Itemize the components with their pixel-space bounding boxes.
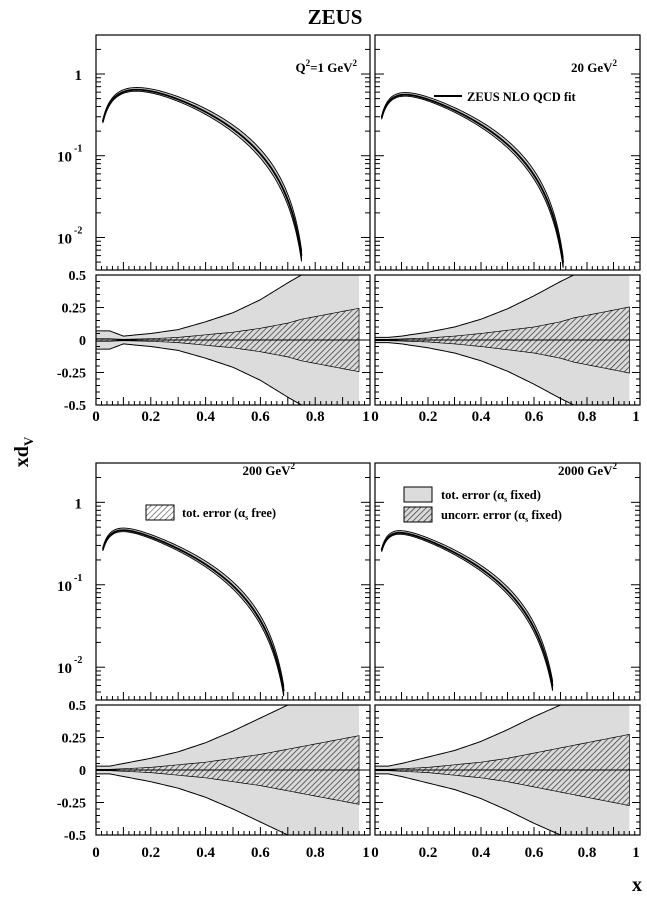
fit-central-line	[101, 88, 303, 256]
y-tick-label: 1	[75, 496, 83, 512]
y-tick-label: 1	[75, 68, 83, 84]
x-tick-label: 0.2	[141, 845, 160, 861]
x-tick-label: 0.8	[306, 409, 325, 425]
ratio-panel: 0 0.2 0.4 0.6 0.8 1	[371, 274, 641, 425]
ratio-panel: 0.5 0.25 0 -0.25 -0.5 0 0.2 0.4 0.6 0.8 1	[57, 269, 371, 425]
ratio-panel: 0.5 0.25 0 -0.25 -0.5 0 0.2 0.4 0.6 0.8 1	[57, 699, 371, 861]
x-axis-label: x	[632, 874, 642, 896]
figure-title: ZEUS	[308, 5, 363, 29]
legend-tot-fixed: tot. error (αs fixed)	[403, 486, 541, 504]
legend-tot-free-label: tot. error (αs free)	[182, 506, 276, 522]
x-tick-label: 0.6	[251, 845, 270, 861]
y-tick-label: -1	[74, 144, 82, 155]
ratio-y-tick-label: 0	[79, 334, 86, 349]
panel-3: 110-110-20.50.250-0.25-0.50 0.2 0.4 0.6 0.8 1…	[57, 461, 371, 861]
ratio-y-tick-label: 0	[79, 764, 86, 779]
legend-tot-free: tot. error (αs free)	[145, 504, 276, 522]
x-tick-label: 0.4	[196, 409, 215, 425]
ratio-y-tick-label: 0.25	[62, 732, 87, 747]
legend-fit-label: ZEUS NLO QCD fit	[467, 90, 577, 104]
y-tick-label: 10	[57, 579, 72, 595]
panel-1: 110-110-20.50.250-0.25-0.50 0.2 0.4 0.6 0.8 1…	[57, 34, 371, 425]
x-tick-label: 0.6	[251, 409, 270, 425]
ratio-y-tick-label: -0.25	[57, 367, 86, 382]
y-tick-label: 10	[57, 231, 72, 247]
ratio-y-tick-label: -0.5	[64, 399, 86, 414]
x-tick-label: 0.8	[306, 845, 325, 861]
legend-uncorr-fixed: uncorr. error (αs fixed)	[403, 506, 562, 524]
x-tick-label: 0	[92, 845, 100, 861]
y-tick-label: 10	[57, 661, 72, 677]
x-tick-label: 0.4	[472, 409, 491, 425]
x-tick-label: 1	[362, 409, 370, 425]
ratio-y-tick-label: 0.25	[62, 302, 87, 317]
x-tick-label: 0.2	[141, 409, 160, 425]
legend-uncorr-fixed-swatch	[403, 506, 433, 523]
x-tick-label: 1	[632, 409, 640, 425]
x-tick-label: 0.4	[472, 845, 491, 861]
x-tick-label: 0.8	[578, 845, 597, 861]
fit-error-band	[381, 92, 564, 268]
fit-central-line	[101, 529, 285, 692]
panel-2: 0 0.2 0.4 0.6 0.8 1 20 GeV2	[371, 34, 641, 425]
panel-label: Q2=1 GeV2	[295, 58, 357, 75]
ratio-y-tick-label: 0.5	[69, 269, 87, 284]
x-tick-label: 1	[362, 845, 370, 861]
panel-label: 20 GeV2	[571, 58, 618, 75]
ratio-panel: 0 0.2 0.4 0.6 0.8 1	[371, 704, 641, 861]
x-tick-label: 0	[371, 409, 379, 425]
y-tick-label: 10	[57, 150, 72, 166]
y-axis-label: xdV	[11, 436, 36, 467]
legend-tot-fixed-swatch	[403, 486, 433, 503]
fit-error-band	[102, 87, 302, 262]
fit-error-band	[381, 530, 553, 691]
panel-label: 200 GeV2	[242, 461, 295, 478]
x-tick-label: 0.6	[525, 845, 544, 861]
panel-label: 2000 GeV2	[558, 461, 618, 478]
x-tick-label: 0.2	[419, 409, 438, 425]
y-tick-label: -2	[74, 225, 82, 236]
ratio-y-tick-label: -0.5	[64, 829, 86, 844]
fit-error-band	[102, 527, 285, 697]
x-tick-label: 0	[92, 409, 100, 425]
fit-central-line	[380, 531, 554, 687]
x-tick-label: 1	[632, 845, 640, 861]
y-tick-label: -2	[74, 655, 82, 666]
ratio-y-tick-label: 0.5	[69, 699, 87, 714]
y-tick-label: -1	[74, 573, 82, 584]
legend-uncorr-fixed-label: uncorr. error (αs fixed)	[441, 508, 562, 524]
legend-fit: ZEUS NLO QCD fit	[434, 90, 577, 104]
x-tick-label: 0.6	[525, 409, 544, 425]
legend-tot-fixed-label: tot. error (αs fixed)	[441, 488, 541, 504]
x-tick-label: 0.4	[196, 845, 215, 861]
ratio-y-tick-label: -0.25	[57, 797, 86, 812]
x-tick-label: 0.2	[419, 845, 438, 861]
legend-tot-free-swatch	[145, 504, 175, 521]
x-tick-label: 0.8	[578, 409, 597, 425]
panel-4: 0 0.2 0.4 0.6 0.8 1 2000 GeV2	[371, 461, 641, 861]
fit-central-line	[380, 93, 565, 263]
x-tick-label: 0	[371, 845, 379, 861]
